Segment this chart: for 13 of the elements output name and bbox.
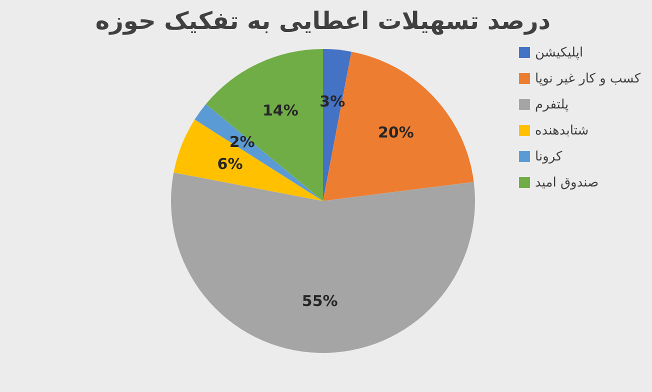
data-label: 6%: [217, 155, 243, 174]
legend-label: کسب و کار غیر نوپا: [535, 72, 642, 86]
legend-label: اپلیکیشن: [535, 46, 584, 60]
data-label: 55%: [302, 292, 338, 310]
data-label: 14%: [262, 102, 298, 120]
chart-title: درصد تسهیلات اعطایی به تفکیک حوزه: [95, 7, 551, 35]
legend-label: کرونا: [535, 150, 564, 164]
pie-slice: [171, 172, 475, 353]
data-label: 20%: [378, 124, 414, 142]
legend-label: پلتفرم: [535, 98, 570, 112]
legend-label: شتابدهنده: [535, 124, 589, 138]
legend-label: صندوق امید: [535, 176, 599, 190]
pie-slice: [174, 120, 323, 201]
